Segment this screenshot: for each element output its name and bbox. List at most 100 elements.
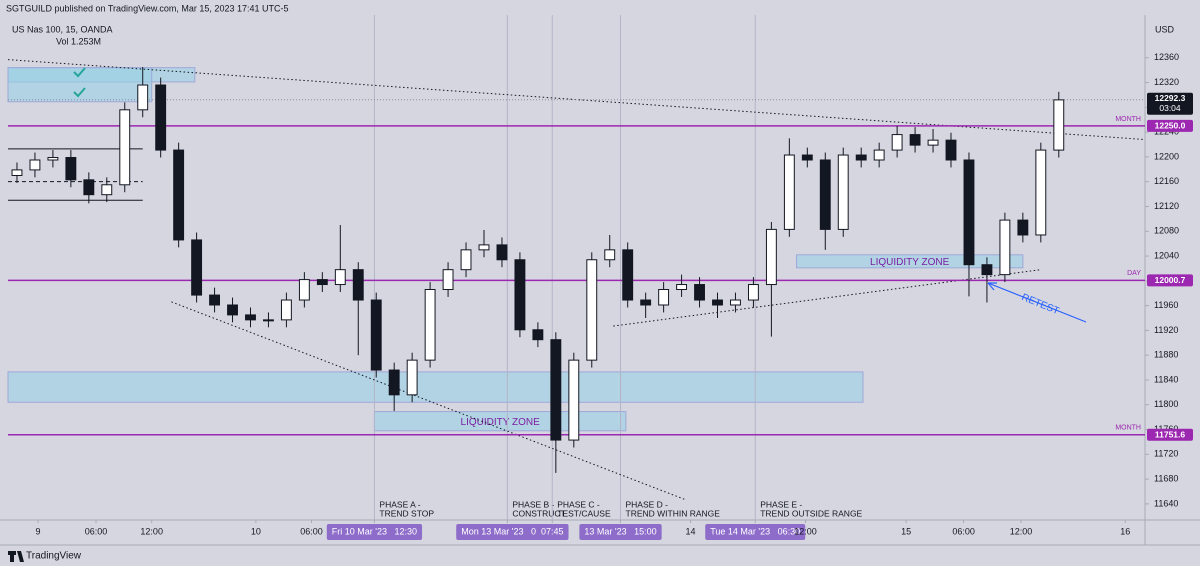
candle-body <box>245 314 256 321</box>
candle-body <box>442 269 454 290</box>
candle-body <box>1035 149 1047 236</box>
y-tick-label: 11920 <box>1154 325 1178 335</box>
candle-body <box>927 139 939 146</box>
candle-body <box>999 219 1011 276</box>
retest-arrow-head <box>987 282 997 291</box>
candle-body <box>406 359 418 396</box>
currency: USD <box>1155 24 1175 34</box>
phase-label: PHASE A - <box>379 499 420 509</box>
candle-body <box>981 264 993 276</box>
candle-body <box>83 179 95 196</box>
level-tag: MONTH <box>1115 425 1141 432</box>
x-tick-label: 9 <box>35 526 40 536</box>
published-note: SGTGUILD published on TradingView.com, M… <box>6 3 288 13</box>
x-tick-label: Fri 10 Mar '23 12:30 <box>332 526 417 536</box>
x-tick-highlight <box>579 524 662 540</box>
candle-body <box>101 184 113 196</box>
candle-body <box>119 109 131 186</box>
candle-body <box>891 134 903 151</box>
candle-body <box>209 294 221 306</box>
x-tick-label: 13 Mar '23 15:00 <box>584 526 656 536</box>
candle-body <box>227 304 238 316</box>
x-tick-label: 12:00 <box>1010 526 1033 536</box>
y-tick-label: 11960 <box>1154 300 1178 310</box>
retest-arrow <box>987 282 1087 323</box>
phase-label: TEST/CAUSE <box>557 508 611 518</box>
candle-body <box>873 149 885 161</box>
candle-body <box>676 284 688 290</box>
x-tick-label: 15 <box>901 526 911 536</box>
last-price-label: 12292.3 <box>1155 93 1186 103</box>
candle-body <box>298 279 310 301</box>
last-price-box <box>1147 92 1193 115</box>
candle-body <box>765 228 777 286</box>
x-tick-label: 10 <box>251 526 261 536</box>
y-tick-label: 12360 <box>1154 52 1179 62</box>
price-box-label: 11751.6 <box>1155 429 1186 439</box>
countdown-label: 03:04 <box>1159 103 1181 113</box>
candle-body <box>837 154 849 230</box>
candle-body <box>316 279 328 286</box>
brand-logo <box>8 551 24 562</box>
y-tick-label: 11800 <box>1154 399 1178 409</box>
x-tick-label: 07:45 <box>541 526 564 536</box>
y-tick-label: 11720 <box>1154 449 1178 459</box>
x-tick-label: Tue 14 Mar '23 06:30 <box>710 526 800 536</box>
x-tick-highlight <box>456 524 559 540</box>
candle-body <box>496 244 508 261</box>
candle-body <box>514 259 526 331</box>
candle-body <box>568 359 580 441</box>
y-tick-label: 12080 <box>1154 226 1179 236</box>
zone-label: LIQUIDITY ZONE <box>461 417 541 428</box>
candle-body <box>173 149 185 241</box>
x-tick-label: 14 <box>686 526 696 536</box>
candle-body <box>550 339 562 441</box>
phase-label: TREND OUTSIDE RANGE <box>760 508 862 518</box>
candle-body <box>155 84 167 151</box>
candle-body <box>945 139 957 161</box>
candle-body <box>532 329 544 341</box>
y-tick-label: 11880 <box>1154 350 1178 360</box>
candle-body <box>1017 219 1029 236</box>
x-tick-highlight <box>535 524 569 540</box>
y-tick-label: 11840 <box>1154 374 1178 384</box>
y-tick-label: 12120 <box>1154 201 1179 211</box>
price-box <box>1147 274 1193 287</box>
zone <box>7 371 864 403</box>
phase-label: TREND WITHIN RANGE <box>626 508 721 518</box>
x-tick-label: Mon 13 Mar '23 03:30 <box>461 526 553 536</box>
x-tick-label: 12:00 <box>140 526 163 536</box>
candle-body <box>622 249 634 301</box>
brand: TradingView <box>26 551 82 562</box>
candle-body <box>855 154 867 161</box>
y-tick-label: 11640 <box>1154 498 1178 508</box>
candle-body <box>47 157 59 161</box>
candle-body <box>747 284 759 301</box>
candle-body <box>909 134 921 146</box>
y-tick-label: 11680 <box>1154 473 1178 483</box>
y-tick-label: 12160 <box>1154 176 1179 186</box>
candle-body <box>586 259 598 361</box>
candle-body <box>11 169 23 176</box>
candle-body <box>424 288 436 361</box>
candle-body <box>65 157 77 181</box>
candle-body <box>478 244 490 251</box>
phase-label: CONSTRUCT <box>512 508 565 518</box>
y-tick-label: 12320 <box>1154 77 1179 87</box>
level-tag: DAY <box>1127 270 1141 277</box>
candle-body <box>658 288 670 306</box>
candle-body <box>694 284 705 301</box>
check-mark <box>73 67 86 78</box>
x-tick-highlight <box>705 524 806 540</box>
phase-label: PHASE E - <box>760 499 802 509</box>
volume-legend: Vol 1.253M <box>56 36 101 46</box>
symbol-legend: US Nas 100, 15, OANDA <box>12 24 113 34</box>
check-mark <box>73 87 86 98</box>
price-box <box>1147 119 1193 132</box>
candles <box>11 67 1065 473</box>
level-tag: MONTH <box>1115 116 1141 123</box>
candle-body <box>640 299 652 306</box>
